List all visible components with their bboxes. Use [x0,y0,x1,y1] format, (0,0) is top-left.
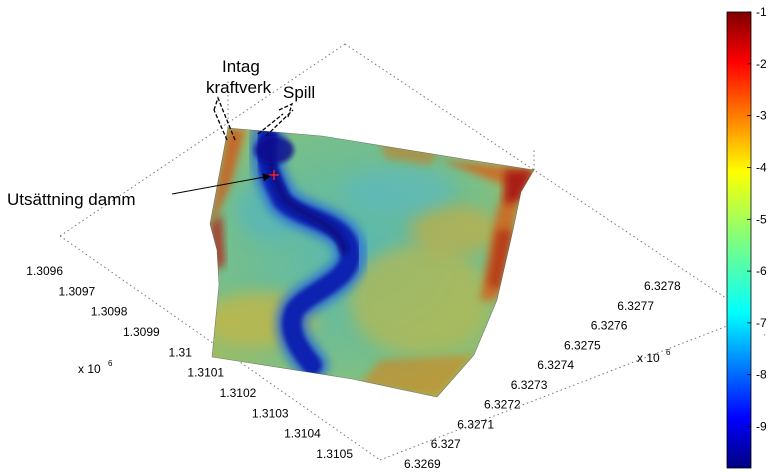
colorbar-stray-mark: , [764,331,766,337]
intag-label-line1: Intag [222,57,260,76]
x-tick-label: 1.3105 [316,447,353,461]
x-tick-label: 1.31 [169,345,193,359]
colorbar-tick-label: -1 [756,5,767,19]
y-axis-ticks: 6.3269 6.327 6.3271 6.3272 6.3273 6.3274 6.327… [404,279,681,471]
colorbar [726,11,752,469]
intake-arrows [213,96,236,141]
utsattning-leader [171,173,271,195]
colorbar-ticks: -1 -2 -3 -4 -5 -6 -7 -8 -9 [747,5,767,434]
y-tick-label: 6.3278 [644,279,681,293]
colorbar-tick-label: -6 [756,264,767,278]
utsattning-label: Utsättning damm [7,190,136,209]
colorbar-tick-label: -3 [756,109,767,123]
y-tick-label: 6.3272 [484,398,521,412]
x-tick-label: 1.3096 [26,264,63,278]
colorbar-tick-label: -2 [756,57,767,71]
y-tick-label: 6.327 [431,437,461,451]
y-tick-label: 6.3274 [537,358,574,372]
colorbar-tick-label: -4 [756,161,767,175]
y-axis-exponent-power: 6 [666,348,671,357]
x-axis-ticks: 1.3096 1.3097 1.3098 1.3099 1.31 1.3101 1.3102… [26,264,353,461]
x-tick-label: 1.3097 [58,284,95,298]
y-tick-label: 6.3271 [457,417,494,431]
x-axis-exponent-power: 6 [108,359,113,368]
colorbar-tick-label: -9 [756,420,767,434]
colorbar-tick-label: -7 [756,316,767,330]
x-axis-exponent: x 10 [78,362,101,376]
grid-box [59,43,754,461]
spill-label: Spill [283,83,315,102]
x-tick-label: 1.3104 [284,427,321,441]
spill-arrow [257,102,294,137]
y-tick-label: 6.3269 [404,457,441,471]
y-axis-exponent: x 10 [637,351,660,365]
y-tick-label: 6.3277 [617,299,654,313]
intag-label-line2: kraftverk [206,78,272,97]
colorbar-tick-label: -5 [756,212,767,226]
colorbar-tick-label: -8 [756,368,767,382]
x-tick-label: 1.3102 [220,386,257,400]
y-tick-label: 6.3275 [564,338,601,352]
x-tick-label: 1.3103 [252,406,289,420]
x-tick-label: 1.3098 [91,305,128,319]
y-tick-label: 6.3273 [511,378,548,392]
y-tick-label: 6.3276 [591,319,628,333]
x-tick-label: 1.3101 [187,366,224,380]
x-tick-label: 1.3099 [123,325,160,339]
